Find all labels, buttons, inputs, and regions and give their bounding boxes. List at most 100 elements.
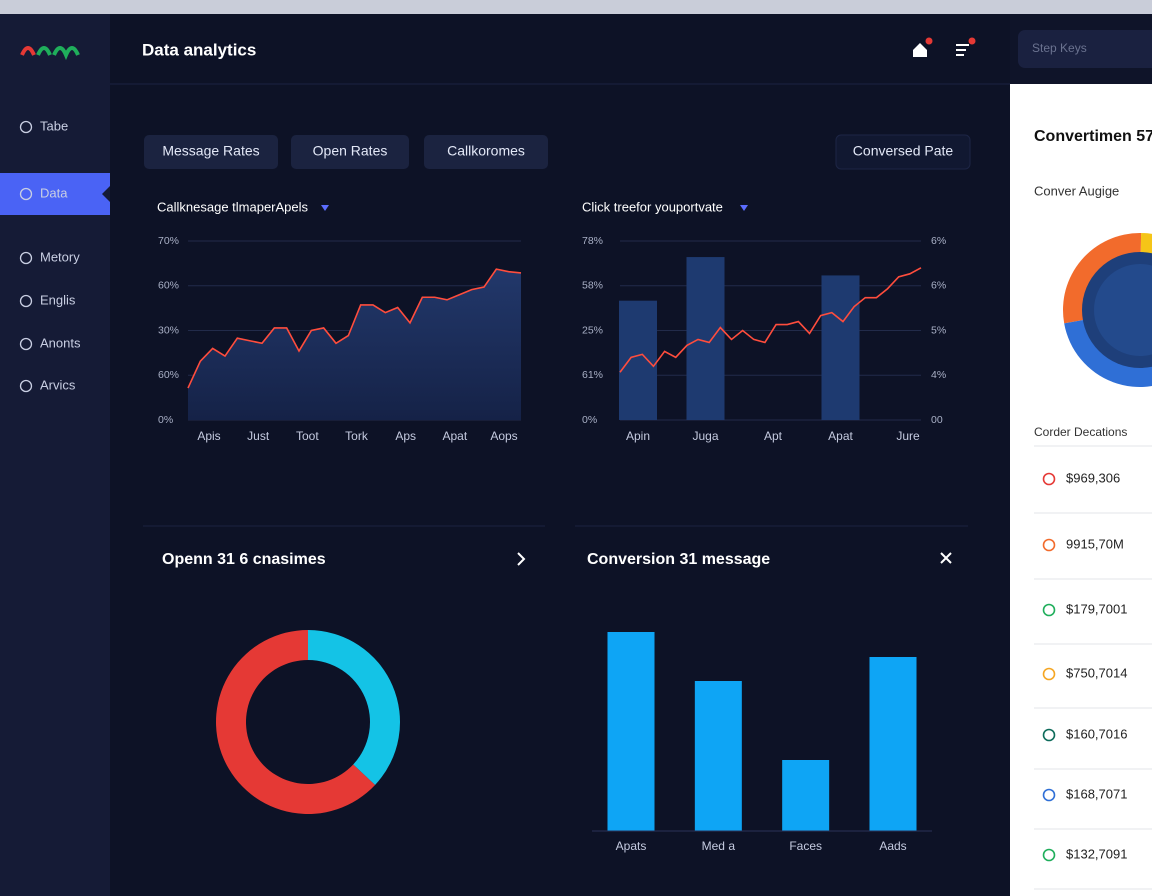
list-icon bbox=[1042, 848, 1056, 862]
right-panel bbox=[1010, 84, 1152, 896]
badge bbox=[968, 37, 976, 45]
home-shape bbox=[913, 43, 927, 57]
nav-pointer bbox=[102, 186, 110, 202]
tab-label: Message Rates bbox=[162, 143, 259, 159]
y-tick-label: 6% bbox=[931, 235, 946, 247]
badge bbox=[925, 37, 933, 45]
y-tick-label: 0% bbox=[158, 414, 173, 426]
y-tick-label: 0% bbox=[582, 414, 597, 426]
nav-item[interactable]: Metory bbox=[40, 249, 80, 264]
y-tick-label: 78% bbox=[582, 235, 603, 247]
pie-core bbox=[1094, 264, 1152, 356]
list-value[interactable]: $750,7014 bbox=[1066, 665, 1127, 680]
bar bbox=[607, 632, 655, 831]
x-tick-label: Aops bbox=[490, 429, 517, 443]
line bbox=[619, 267, 922, 373]
search-box[interactable] bbox=[1018, 30, 1152, 68]
window-bar bbox=[0, 0, 1152, 14]
list-icon bbox=[1042, 728, 1056, 742]
y-tick-label: 5% bbox=[931, 324, 946, 336]
y-tick-label: 60% bbox=[158, 280, 179, 292]
nav-item[interactable]: Englis bbox=[40, 292, 76, 307]
sidebar bbox=[0, 14, 110, 896]
y-tick-label: 4% bbox=[931, 369, 946, 381]
x-tick-label: Tork bbox=[345, 429, 369, 443]
nav-icon bbox=[19, 251, 33, 265]
nav-item[interactable]: Data bbox=[40, 185, 68, 200]
list-icon bbox=[1042, 667, 1056, 681]
nav-icon bbox=[19, 337, 33, 351]
chart-title: Callknesage tlmaperApels bbox=[157, 199, 309, 214]
dropdown-icon[interactable] bbox=[740, 205, 748, 211]
y-tick-label: 60% bbox=[158, 369, 179, 381]
logo-hump bbox=[52, 46, 80, 61]
x-tick-label: Apats bbox=[616, 839, 647, 853]
x-tick-label: Toot bbox=[296, 429, 319, 443]
tab[interactable] bbox=[144, 135, 278, 169]
chevron-button[interactable] bbox=[517, 552, 526, 566]
bar bbox=[782, 760, 830, 831]
panel-title: Openn 31 6 cnasimes bbox=[162, 551, 326, 568]
dropdown-icon[interactable] bbox=[321, 205, 329, 211]
home-icon[interactable] bbox=[913, 37, 933, 58]
x-tick-label: Med a bbox=[702, 839, 736, 853]
list-value[interactable]: 9915,70M bbox=[1066, 536, 1124, 551]
nav-icon bbox=[19, 294, 33, 308]
x-tick-label: Jure bbox=[896, 429, 920, 443]
x-tick-label: Aps bbox=[395, 429, 416, 443]
list-icon bbox=[1042, 472, 1056, 486]
tab[interactable] bbox=[291, 135, 409, 169]
bar bbox=[821, 275, 860, 420]
nav-item[interactable]: Tabe bbox=[40, 118, 68, 133]
y-tick-label: 70% bbox=[158, 235, 179, 247]
menu-line bbox=[956, 54, 964, 56]
x-tick-label: Aads bbox=[879, 839, 906, 853]
bar bbox=[619, 300, 657, 420]
y-tick-label: 61% bbox=[582, 369, 603, 381]
panel-title: Conversion 31 message bbox=[587, 551, 770, 568]
search-placeholder: Step Keys bbox=[1032, 41, 1087, 55]
list-value[interactable]: $179,7001 bbox=[1066, 601, 1127, 616]
pie-segment bbox=[216, 630, 376, 814]
list-icon bbox=[1042, 538, 1056, 552]
nav-icon bbox=[19, 120, 33, 134]
list-icon bbox=[1042, 603, 1056, 617]
bar bbox=[869, 657, 917, 831]
tab-label: Open Rates bbox=[313, 143, 388, 159]
nav-item[interactable]: Arvics bbox=[40, 377, 76, 392]
tab-label: Callkoromes bbox=[447, 143, 525, 159]
menu-icon[interactable] bbox=[956, 37, 976, 57]
list-value[interactable]: $160,7016 bbox=[1066, 726, 1127, 741]
nav-active-bg bbox=[0, 173, 110, 215]
y-tick-label: 25% bbox=[582, 324, 603, 336]
y-tick-label: 58% bbox=[582, 280, 603, 292]
bar bbox=[686, 257, 725, 420]
x-tick-label: Apis bbox=[197, 429, 220, 443]
list-title: Corder Decations bbox=[1034, 425, 1127, 439]
right-panel-title: Convertimen 57 bbox=[1034, 128, 1152, 145]
tab[interactable] bbox=[835, 134, 971, 170]
nav-item[interactable]: Anonts bbox=[40, 335, 81, 350]
x-tick-label: Apat bbox=[442, 429, 467, 443]
list-value[interactable]: $132,7091 bbox=[1066, 846, 1127, 861]
menu-line bbox=[956, 49, 966, 51]
logo-hump bbox=[20, 46, 36, 56]
y-tick-label: 6% bbox=[931, 280, 946, 292]
page-title: Data analytics bbox=[142, 40, 256, 59]
list-icon bbox=[1042, 788, 1056, 802]
right-panel-subtitle: Conver Augige bbox=[1034, 183, 1119, 198]
pie-segment bbox=[308, 630, 401, 785]
area-fill bbox=[188, 269, 521, 420]
tab[interactable] bbox=[424, 135, 548, 169]
x-tick-label: Just bbox=[247, 429, 270, 443]
list-value[interactable]: $969,306 bbox=[1066, 470, 1120, 485]
list-value[interactable]: $168,7071 bbox=[1066, 786, 1127, 801]
close-button[interactable] bbox=[940, 552, 952, 564]
chart-title: Click treefor youportvate bbox=[582, 199, 723, 214]
y-tick-label: 30% bbox=[158, 324, 179, 336]
tab-label: Conversed Pate bbox=[853, 143, 954, 159]
line bbox=[187, 268, 522, 389]
logo bbox=[20, 46, 80, 61]
x-tick-label: Apin bbox=[626, 429, 650, 443]
